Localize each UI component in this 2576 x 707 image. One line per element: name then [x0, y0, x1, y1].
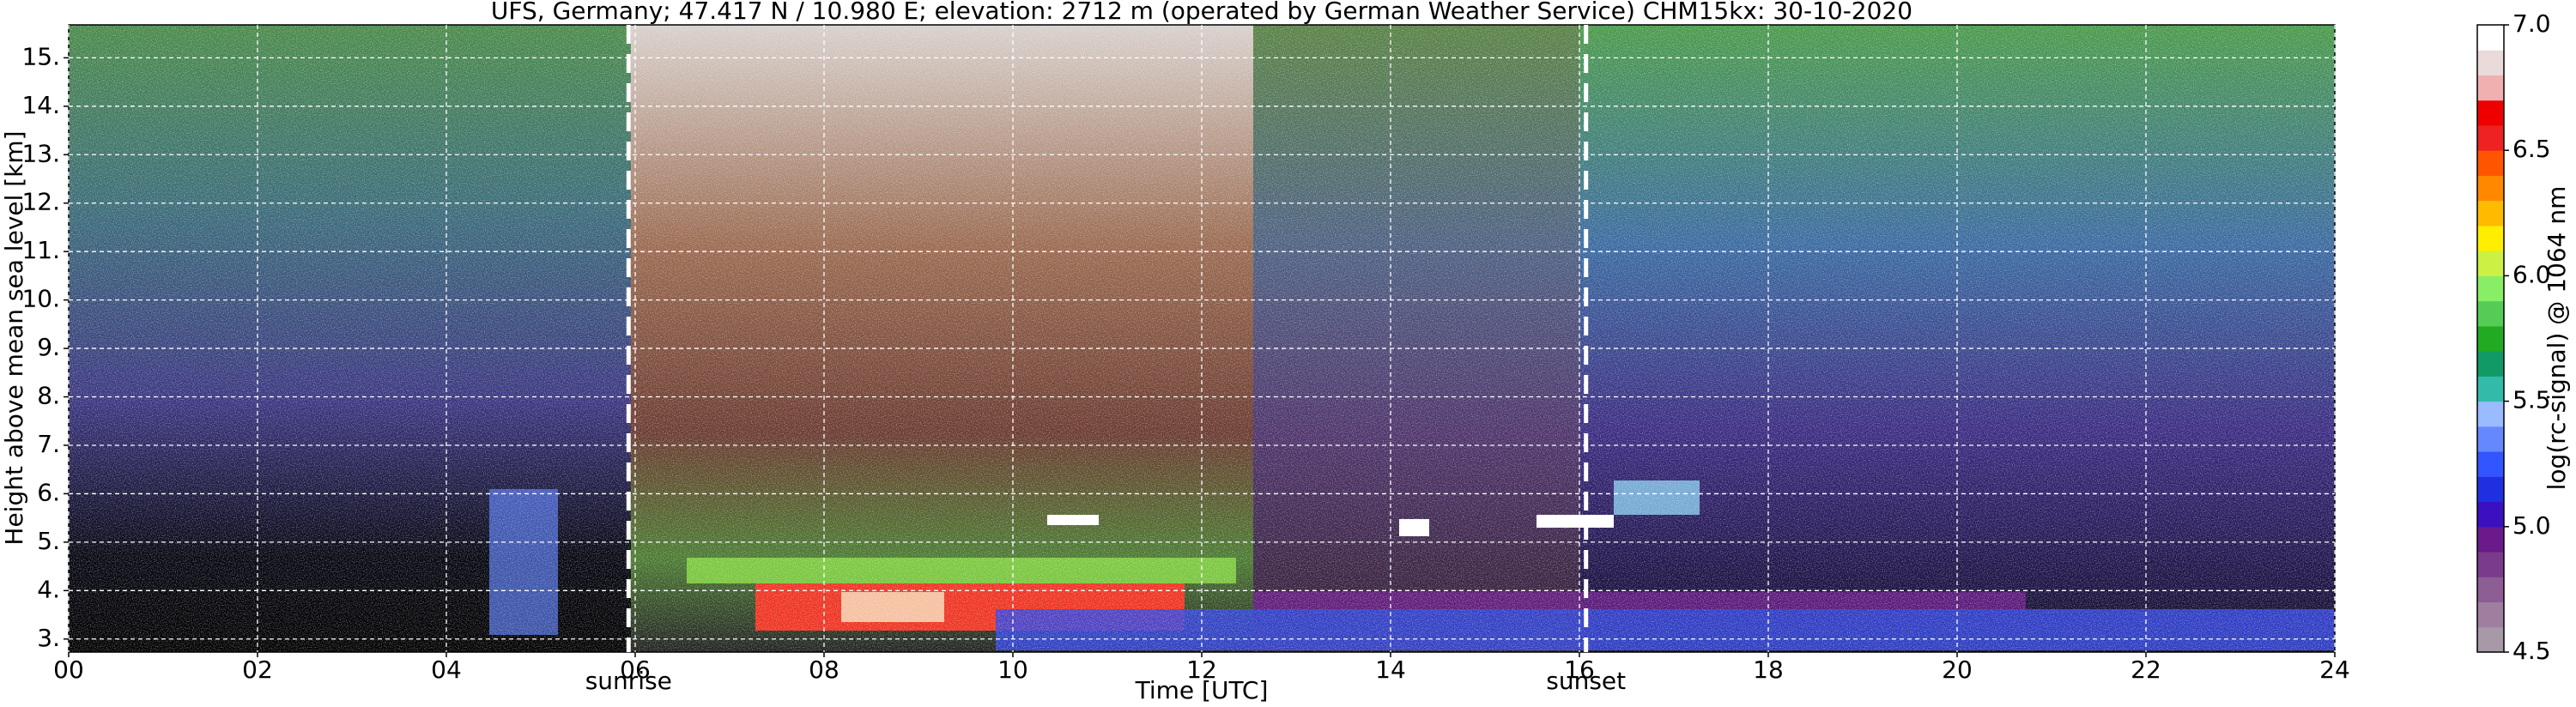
annotation-label: sunset [1546, 667, 1626, 695]
y-tick-label: 5. [37, 527, 60, 555]
y-tick-label: 12. [21, 188, 60, 216]
y-tick-label: 14. [21, 91, 60, 119]
colorbar-bin [2477, 200, 2504, 227]
y-tick-label: 11. [21, 236, 60, 264]
colorbar-tick-label: 5.5 [2512, 386, 2551, 414]
x-tick-label: 14 [1375, 656, 1406, 684]
y-tick-label: 8. [37, 382, 60, 410]
colorbar-label: log(rc-signal) @ 1064 nm [2543, 186, 2571, 491]
colorbar-bin [2477, 175, 2504, 202]
colorbar-bin [2477, 351, 2504, 377]
colorbar-frame [2476, 24, 2505, 653]
colorbar-bin [2477, 150, 2504, 176]
y-tick-label: 6. [37, 478, 60, 506]
colorbar-bin [2477, 426, 2504, 452]
colorbar-bin [2477, 401, 2504, 427]
colorbar-bin [2477, 451, 2504, 477]
y-tick-label: 3. [37, 624, 60, 652]
y-tick-label: 4. [37, 575, 60, 603]
x-tick-label: 24 [2319, 656, 2350, 684]
colorbar-tick-label: 7.0 [2512, 9, 2551, 38]
colorbar-tick-label: 5.0 [2512, 511, 2551, 540]
y-tick-label: 7. [37, 430, 60, 458]
x-axis-label: Time [UTC] [1135, 676, 1269, 704]
x-tick-label: 06 [620, 656, 651, 684]
colorbar-bin [2477, 501, 2504, 528]
x-tick-label: 12 [1186, 656, 1217, 684]
colorbar-bin [2477, 300, 2504, 327]
colorbar-bin [2477, 124, 2504, 151]
x-tick-label: 16 [1564, 656, 1595, 684]
colorbar-tick-label: 4.5 [2512, 637, 2551, 665]
x-tick-label: 20 [1942, 656, 1973, 684]
colorbar-bin [2477, 75, 2504, 101]
y-tick-label: 13. [21, 139, 60, 167]
colorbar-bin [2477, 251, 2504, 276]
colorbar-bin [2477, 50, 2504, 76]
x-tick-label: 18 [1753, 656, 1784, 684]
x-tick-label: 04 [431, 656, 462, 684]
y-axis-label: Height above mean sea level [km] [0, 130, 28, 545]
colorbar-bin [2477, 577, 2504, 603]
x-tick-label: 02 [242, 656, 273, 684]
x-tick-label: 22 [2131, 656, 2161, 684]
y-tick-label: 15. [21, 42, 60, 70]
colorbar-bin [2477, 275, 2504, 302]
x-tick-label: 00 [53, 656, 84, 684]
colorbar-bin [2477, 601, 2504, 628]
colorbar-bin [2477, 325, 2504, 352]
colorbar-bin [2477, 376, 2504, 402]
colorbar-bin [2477, 476, 2504, 503]
annotation-label: sunrise [585, 667, 672, 695]
colorbar-bin [2477, 100, 2504, 126]
x-tick-label: 08 [809, 656, 839, 684]
colorbar-bin [2477, 626, 2504, 653]
x-tick-label: 10 [997, 656, 1028, 684]
colorbar-bin [2477, 526, 2504, 553]
y-tick-label: 10. [21, 285, 60, 313]
y-tick-label: 9. [37, 333, 60, 361]
colorbar-bin [2477, 552, 2504, 577]
colorbar-tick-label: 6.0 [2512, 260, 2551, 288]
colorbar-bin [2477, 25, 2504, 51]
colorbar-bin [2477, 225, 2504, 251]
colorbar-tick-label: 6.5 [2512, 135, 2551, 163]
chart-title: UFS, Germany; 47.417 N / 10.980 E; eleva… [491, 0, 1912, 25]
